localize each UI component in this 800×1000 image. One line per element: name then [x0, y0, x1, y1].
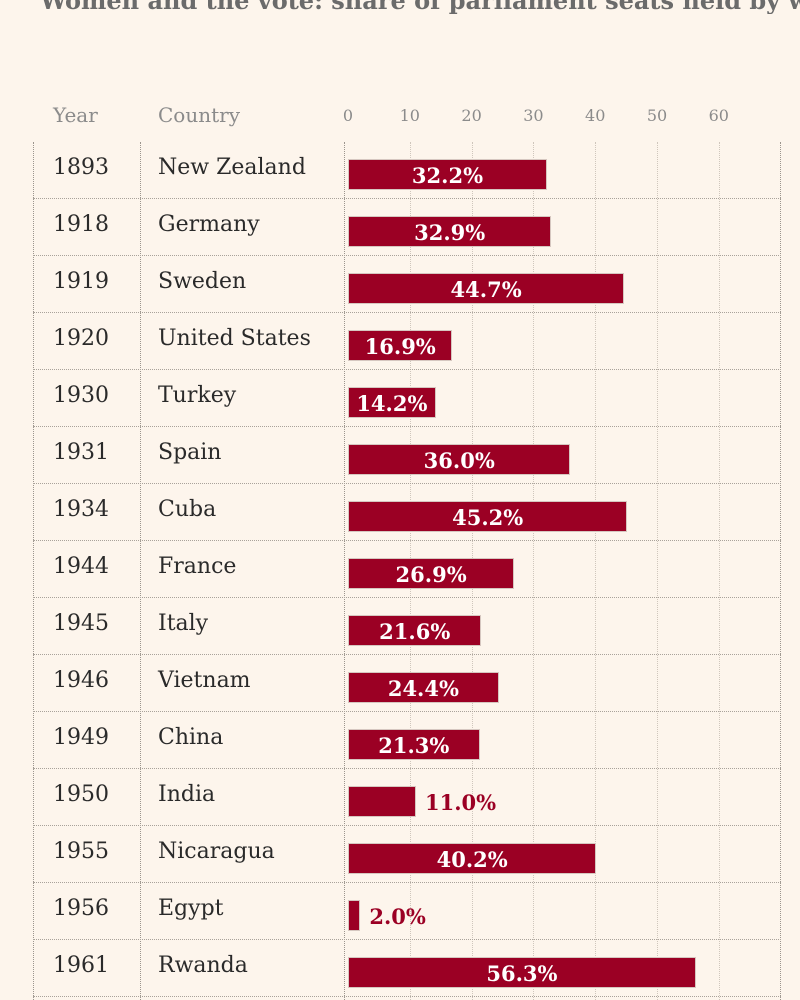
- country-cell: Egypt: [158, 896, 224, 921]
- year-cell: 1930: [53, 383, 109, 408]
- table-row: 1944 France 26.9%: [33, 541, 781, 598]
- bar: [348, 843, 597, 874]
- x-tick-label: 50: [646, 106, 668, 125]
- bar-value-label: 21.6%: [379, 619, 451, 644]
- bar: [348, 216, 552, 247]
- country-cell: United States: [158, 326, 311, 351]
- chart-title: Women and the vote: share of parliament …: [40, 0, 800, 14]
- bar: [348, 558, 515, 589]
- table-row: 1955 Nicaragua 40.2%: [33, 826, 781, 883]
- year-cell: 1931: [53, 440, 109, 465]
- x-gridline: [657, 142, 658, 1000]
- country-cell: Cuba: [158, 497, 217, 522]
- country-cell: India: [158, 782, 216, 807]
- country-cell: New Zealand: [158, 155, 306, 180]
- bar-value-label: 40.2%: [436, 847, 508, 872]
- table-row: 1945 Italy 21.6%: [33, 598, 781, 655]
- year-cell: 1934: [53, 497, 109, 522]
- year-cell: 1918: [53, 212, 109, 237]
- table-row: 1946 Vietnam 24.4%: [33, 655, 781, 712]
- table-row: 1961 Rwanda 56.3%: [33, 940, 781, 997]
- year-cell: 1944: [53, 554, 109, 579]
- bar-value-label: 14.2%: [356, 391, 428, 416]
- table-right-border: [780, 142, 781, 1000]
- year-cell: 1946: [53, 668, 109, 693]
- bar: [348, 729, 480, 760]
- table-row: 1949 China 21.3%: [33, 712, 781, 769]
- year-cell: 1961: [53, 953, 109, 978]
- year-column-divider: [140, 142, 141, 1000]
- year-cell: 1949: [53, 725, 109, 750]
- bar: [348, 387, 436, 418]
- x-tick-label: 30: [523, 106, 544, 125]
- bar-value-label: 11.0%: [424, 790, 497, 815]
- country-cell: Italy: [158, 611, 209, 636]
- country-cell: Spain: [158, 440, 222, 465]
- table-row: 1950 India 11.0%: [33, 769, 781, 826]
- x-tick-label: 20: [461, 106, 482, 125]
- bar-value-label: 2.0%: [369, 904, 426, 929]
- bar-value-label: 26.9%: [395, 562, 467, 587]
- country-header: Country: [158, 103, 241, 127]
- bar: [348, 273, 625, 304]
- table-row: 1931 Spain 36.0%: [33, 427, 781, 484]
- bar: [348, 615, 482, 646]
- country-cell: Sweden: [158, 269, 247, 294]
- x-gridline: [533, 142, 535, 1000]
- bar-value-label: 24.4%: [387, 676, 459, 701]
- table-row: 1893 New Zealand 32.2%: [33, 142, 781, 199]
- bar: [348, 444, 571, 475]
- x-gridline: [718, 142, 720, 1000]
- year-cell: 1919: [53, 269, 109, 294]
- year-cell: 1920: [53, 326, 109, 351]
- table-row: 1918 Germany 32.9%: [33, 199, 781, 256]
- country-cell: Nicaragua: [158, 839, 275, 864]
- bar-value-label: 56.3%: [486, 961, 558, 986]
- bar: [348, 786, 416, 817]
- year-cell: 1955: [53, 839, 109, 864]
- title-strip: Women and the vote: share of parliament …: [0, 0, 800, 14]
- bar-value-label: 32.9%: [414, 220, 486, 245]
- bar-value-label: 36.0%: [423, 448, 495, 473]
- table-row: 1956 Egypt 2.0%: [33, 883, 781, 940]
- bar-value-label: 16.9%: [364, 334, 436, 359]
- country-cell: Vietnam: [158, 668, 251, 693]
- bar: [348, 159, 547, 190]
- country-cell: Rwanda: [158, 953, 248, 978]
- table-row: 1920 United States 16.9%: [33, 313, 781, 370]
- country-column-divider: [344, 142, 345, 1000]
- year-cell: 1945: [53, 611, 109, 636]
- x-tick-label: 60: [708, 106, 729, 125]
- data-table: 1893 New Zealand 32.2% 1918 Germany 32.9% 1919…: [33, 142, 781, 1000]
- country-cell: Turkey: [158, 383, 237, 408]
- bar-value-label: 21.3%: [378, 733, 450, 758]
- table-row: 1934 Cuba 45.2%: [33, 484, 781, 541]
- bar: [348, 900, 361, 931]
- bar: [348, 330, 453, 361]
- bar-value-label: 44.7%: [450, 277, 522, 302]
- bar: [348, 957, 696, 988]
- x-tick-label: 10: [399, 106, 420, 125]
- year-header: Year: [53, 103, 98, 127]
- year-cell: 1950: [53, 782, 109, 807]
- bar-value-label: 32.2%: [411, 163, 484, 188]
- bar: [348, 672, 499, 703]
- bar: [348, 501, 628, 532]
- x-gridline: [595, 142, 597, 1000]
- x-tick-label: 0: [342, 106, 354, 125]
- table-row: 1919 Sweden 44.7%: [33, 256, 781, 313]
- country-cell: France: [158, 554, 237, 579]
- x-tick-label: 40: [585, 106, 606, 125]
- year-cell: 1956: [53, 896, 109, 921]
- country-cell: China: [158, 725, 224, 750]
- table-row: 1930 Turkey 14.2%: [33, 370, 781, 427]
- year-cell: 1893: [53, 155, 109, 180]
- country-cell: Germany: [158, 212, 260, 237]
- table-left-border: [33, 142, 34, 1000]
- bar-value-label: 45.2%: [452, 505, 524, 530]
